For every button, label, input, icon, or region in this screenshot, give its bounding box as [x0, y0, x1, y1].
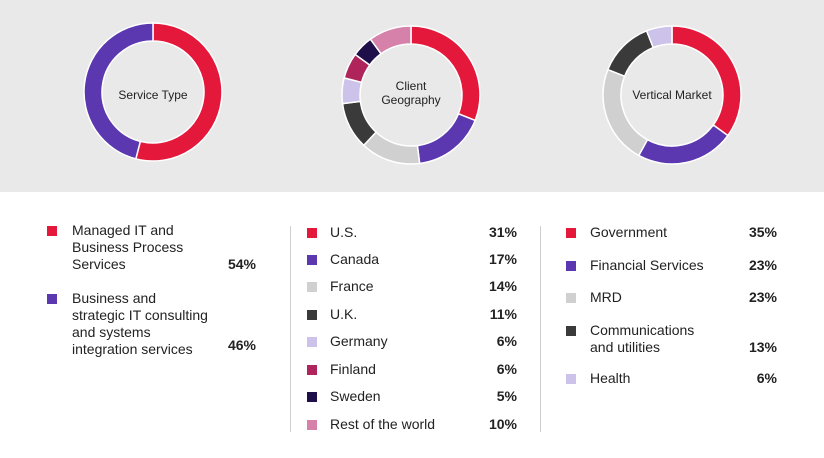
legend-label: Sweden	[330, 388, 381, 404]
donut-slice-rest-of-the-world	[369, 25, 412, 55]
legend-swatch	[566, 326, 576, 336]
legend-label: Germany	[330, 333, 388, 349]
legend-label: Finland	[330, 361, 376, 377]
legend-swatch	[307, 255, 317, 265]
donut-slice-health	[645, 25, 673, 49]
donut-slice-financial-services	[637, 123, 729, 165]
legend-swatch	[566, 374, 576, 384]
legend-item: Communications and utilities 13%	[566, 322, 777, 358]
legend-label: Managed IT and Business Process Services	[72, 222, 184, 272]
legend-item: MRD 23%	[566, 289, 777, 307]
legend-value: 6%	[496, 333, 517, 349]
legend-label: Financial Services	[590, 257, 704, 273]
legend-swatch	[307, 337, 317, 347]
legend-item: Business and strategic IT consulting and…	[47, 290, 262, 360]
legend-swatch	[307, 420, 317, 430]
legend-item: Finland 6%	[307, 361, 517, 379]
legend-label: Government	[590, 224, 668, 240]
client-geography-donut	[341, 25, 481, 165]
legend-value: 14%	[488, 278, 517, 294]
legend-label: Business and strategic IT consulting and…	[72, 290, 208, 357]
legend-value: 6%	[756, 370, 777, 386]
legend-value: 13%	[748, 339, 777, 355]
legend-swatch	[566, 228, 576, 238]
legend-item: Sweden 5%	[307, 388, 517, 406]
legend-swatch	[566, 261, 576, 271]
donut-slice-mrd	[602, 68, 649, 157]
legend-label: Communications and utilities	[590, 322, 695, 355]
legend-value: 23%	[748, 257, 777, 273]
legend-label: MRD	[590, 289, 622, 305]
service-type-donut	[83, 22, 223, 162]
legend-label: France	[330, 278, 374, 294]
legend-value: 46%	[227, 337, 256, 353]
legend-value: 6%	[496, 361, 517, 377]
legend-item: Financial Services 23%	[566, 257, 777, 275]
donut-slice-canada	[416, 112, 477, 165]
legend-item: Rest of the world 10%	[307, 416, 517, 434]
legend-item: Canada 17%	[307, 251, 517, 269]
donut-slice-government	[671, 25, 742, 137]
legend-swatch	[307, 310, 317, 320]
legend-divider	[540, 226, 541, 432]
legend-label: U.S.	[330, 224, 358, 240]
vertical-market-center-label: Vertical Market	[632, 88, 712, 102]
legend-value: 35%	[748, 224, 777, 240]
legend-item: France 14%	[307, 278, 517, 296]
legend-value: 5%	[496, 388, 517, 404]
legend-swatch	[566, 293, 576, 303]
legend-item: Health 6%	[566, 370, 777, 388]
legend-item: U.K. 11%	[307, 306, 517, 324]
legend-swatch	[47, 294, 57, 304]
legend-item: Managed IT and Business Process Services…	[47, 222, 262, 274]
legend-label: Canada	[330, 251, 380, 267]
vertical-market-donut	[602, 25, 742, 165]
legend-value: 31%	[488, 224, 517, 240]
legend-value: 11%	[489, 306, 517, 322]
legend-item: U.S. 31%	[307, 224, 517, 242]
legend-value: 54%	[227, 256, 256, 272]
legend-value: 17%	[488, 251, 517, 267]
legend-value: 23%	[748, 289, 777, 305]
legend-swatch	[307, 392, 317, 402]
legend-label: U.K.	[330, 306, 358, 322]
donut-slice-business-and-strategic-it-consulting-and-systems-integration-services	[83, 22, 154, 160]
legend-label: Rest of the world	[330, 416, 436, 432]
donut-slice-communications-and-utilities	[606, 29, 655, 78]
legend-swatch	[47, 226, 57, 236]
legend-item: Germany 6%	[307, 333, 517, 351]
service-type-center-label: Service Type	[118, 88, 188, 102]
legend-item: Government 35%	[566, 224, 777, 242]
legend-value: 10%	[488, 416, 517, 432]
legend-swatch	[307, 365, 317, 375]
client-geography-center-label: Client Geography	[381, 79, 441, 107]
legend-label: Health	[590, 370, 631, 386]
legend-swatch	[307, 228, 317, 238]
legend-divider	[290, 226, 291, 432]
legend-swatch	[307, 282, 317, 292]
